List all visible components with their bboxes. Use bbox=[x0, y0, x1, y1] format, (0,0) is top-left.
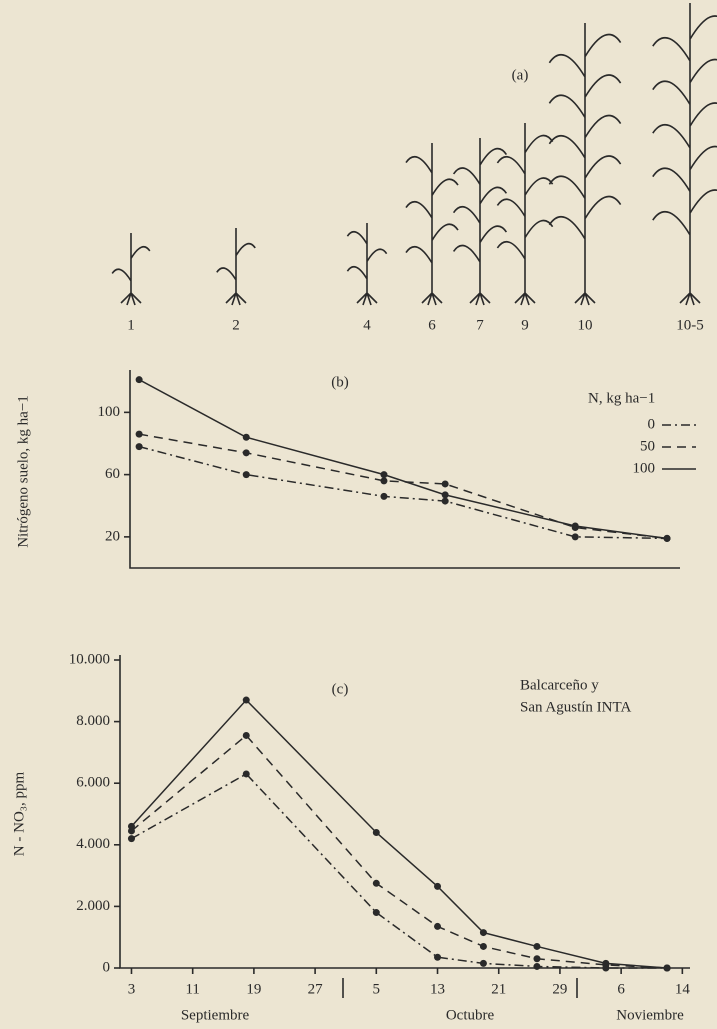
plant bbox=[496, 123, 554, 306]
data-point bbox=[571, 533, 579, 541]
data-point bbox=[242, 449, 250, 457]
y-tick-label: 60 bbox=[105, 466, 120, 482]
data-point bbox=[242, 731, 250, 739]
panel-label: (b) bbox=[331, 374, 349, 390]
stage-label: 10-5 bbox=[676, 317, 704, 333]
y-tick-label: 20 bbox=[105, 528, 120, 544]
x-tick-label: 11 bbox=[185, 981, 199, 997]
series-line bbox=[138, 445, 668, 540]
y-tick-label: 100 bbox=[98, 404, 121, 420]
data-point bbox=[242, 471, 250, 479]
x-tick-label: 29 bbox=[552, 981, 567, 997]
data-point bbox=[135, 430, 143, 438]
data-point bbox=[441, 480, 449, 488]
data-point bbox=[479, 942, 487, 950]
data-point bbox=[380, 471, 388, 479]
data-point bbox=[127, 835, 135, 843]
stage-label: 7 bbox=[476, 317, 484, 333]
stage-label: 6 bbox=[428, 317, 436, 333]
y-tick-label: 6.000 bbox=[76, 775, 110, 791]
x-tick-label: 14 bbox=[675, 981, 691, 997]
stage-label: 1 bbox=[127, 317, 135, 333]
data-point bbox=[434, 953, 442, 961]
data-point bbox=[663, 964, 671, 972]
data-point bbox=[533, 955, 541, 963]
plant bbox=[346, 223, 388, 306]
y-tick-label: 8.000 bbox=[76, 713, 110, 729]
legend-label: 50 bbox=[640, 438, 655, 454]
data-point bbox=[434, 882, 442, 890]
data-point bbox=[242, 696, 250, 704]
data-point bbox=[441, 497, 449, 505]
data-point bbox=[441, 491, 449, 499]
y-axis-label: Nitrógeno suelo, kg ha−1 bbox=[15, 395, 31, 548]
data-point bbox=[135, 443, 143, 451]
data-point bbox=[135, 376, 143, 384]
data-point bbox=[663, 534, 671, 542]
plant bbox=[452, 138, 508, 306]
annotation: Balcarceño y bbox=[520, 677, 599, 693]
legend-label: 100 bbox=[633, 460, 656, 476]
x-tick-label: 6 bbox=[617, 981, 625, 997]
plant bbox=[652, 3, 717, 306]
y-tick-label: 10.000 bbox=[69, 651, 110, 667]
legend-title: N, kg ha−1 bbox=[588, 390, 655, 406]
data-point bbox=[380, 492, 388, 500]
data-point bbox=[602, 959, 610, 967]
data-point bbox=[533, 962, 541, 970]
data-point bbox=[479, 959, 487, 967]
x-tick-label: 21 bbox=[491, 981, 506, 997]
series-line bbox=[138, 379, 668, 540]
y-tick-label: 4.000 bbox=[76, 836, 110, 852]
plant bbox=[216, 228, 256, 306]
series-line bbox=[130, 734, 668, 969]
month-label: Noviembre bbox=[616, 1007, 684, 1023]
panel-label: (a) bbox=[512, 67, 529, 83]
data-point bbox=[127, 822, 135, 830]
axes bbox=[129, 370, 680, 569]
data-point bbox=[380, 477, 388, 485]
data-point bbox=[571, 522, 579, 530]
month-label: Octubre bbox=[446, 1007, 495, 1023]
x-tick-label: 27 bbox=[308, 981, 324, 997]
annotation: San Agustín INTA bbox=[520, 699, 631, 715]
series-line bbox=[130, 698, 668, 969]
x-tick-label: 5 bbox=[373, 981, 381, 997]
x-tick-label: 3 bbox=[128, 981, 136, 997]
stage-label: 10 bbox=[578, 317, 593, 333]
legend-label: 0 bbox=[648, 416, 656, 432]
plant bbox=[405, 143, 459, 306]
data-point bbox=[242, 433, 250, 441]
month-label: Septiembre bbox=[181, 1007, 250, 1023]
stage-label: 2 bbox=[232, 317, 240, 333]
series-line bbox=[138, 433, 668, 540]
data-point bbox=[242, 770, 250, 778]
x-tick-label: 13 bbox=[430, 981, 445, 997]
plant bbox=[548, 23, 622, 306]
data-point bbox=[372, 879, 380, 887]
x-tick-label: 19 bbox=[246, 981, 261, 997]
y-axis-label: N - NO₃, ppm bbox=[11, 771, 27, 856]
data-point bbox=[533, 942, 541, 950]
y-tick-label: 0 bbox=[103, 959, 111, 975]
y-tick-label: 2.000 bbox=[76, 898, 110, 914]
data-point bbox=[372, 909, 380, 917]
stage-label: 9 bbox=[521, 317, 529, 333]
data-point bbox=[434, 922, 442, 930]
stage-label: 4 bbox=[363, 317, 371, 333]
panel-label: (c) bbox=[332, 681, 349, 697]
data-point bbox=[479, 929, 487, 937]
data-point bbox=[372, 828, 380, 836]
series-line bbox=[131, 773, 668, 969]
plant bbox=[111, 233, 151, 306]
